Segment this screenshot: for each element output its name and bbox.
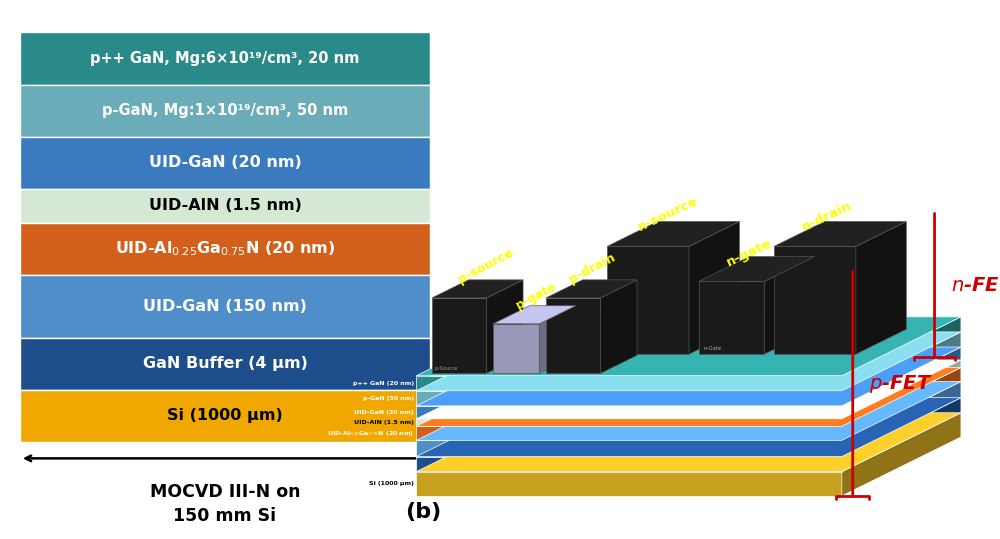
Text: n-gate: n-gate [724,237,774,269]
Polygon shape [774,246,856,354]
Text: UID-Al$_{0.25}$Ga$_{0.75}$N (20 nm): UID-Al$_{0.25}$Ga$_{0.75}$N (20 nm) [115,239,335,258]
Polygon shape [546,298,600,374]
Polygon shape [416,368,961,426]
Polygon shape [842,360,961,426]
Polygon shape [486,280,523,374]
Text: UID-GaN (150 nm): UID-GaN (150 nm) [143,299,307,314]
Text: $n$-FET: $n$-FET [951,275,1000,295]
Polygon shape [600,280,637,374]
Polygon shape [432,280,523,298]
Polygon shape [842,398,961,472]
Polygon shape [539,306,576,374]
Polygon shape [493,306,576,324]
Text: p-Source: p-Source [435,366,458,371]
Bar [20,223,430,275]
Polygon shape [416,398,961,457]
Polygon shape [856,222,906,354]
Bar [20,390,430,442]
Text: p-GaN, Mg:1×10¹⁹/cm³, 50 nm: p-GaN, Mg:1×10¹⁹/cm³, 50 nm [102,103,348,118]
Text: $p$-FET: $p$-FET [869,372,933,395]
Polygon shape [416,426,842,440]
Bar [20,137,430,189]
Text: p-drain: p-drain [567,251,618,286]
Text: (b): (b) [405,502,442,522]
Polygon shape [607,222,739,246]
Bar [20,275,430,337]
Text: UID-GaN (20 nm): UID-GaN (20 nm) [354,410,414,415]
Polygon shape [842,368,961,440]
Polygon shape [416,332,961,391]
Text: p++ GaN (20 nm): p++ GaN (20 nm) [353,381,414,386]
Polygon shape [416,391,842,406]
Text: UID-GaN (~50 nm): UID-GaN (~50 nm) [349,446,414,451]
Text: Si (1000 μm): Si (1000 μm) [167,409,283,424]
Text: n-source: n-source [636,195,700,234]
Polygon shape [493,324,539,374]
Polygon shape [842,413,961,496]
Text: p-source: p-source [456,246,515,286]
Polygon shape [416,413,961,472]
Polygon shape [432,298,486,374]
Text: UID-AlN (1.5 nm): UID-AlN (1.5 nm) [149,198,301,213]
Text: GaN Buffer (4 μm): GaN Buffer (4 μm) [349,461,414,467]
Polygon shape [416,360,961,419]
Polygon shape [416,406,842,419]
Bar [20,189,430,223]
Text: GaN Buffer (4 μm): GaN Buffer (4 μm) [143,356,307,371]
Polygon shape [416,472,842,496]
Text: UID-GaN (20 nm): UID-GaN (20 nm) [149,155,301,170]
Polygon shape [416,440,842,457]
Bar [20,32,430,85]
Polygon shape [689,222,739,354]
Polygon shape [416,419,842,426]
Polygon shape [842,317,961,391]
Polygon shape [842,332,961,406]
Text: UID-Al$_{0.25}$Ga$_{0.75}$N (20 nm): UID-Al$_{0.25}$Ga$_{0.75}$N (20 nm) [327,429,414,438]
Text: MOCVD III-N on
150 mm Si: MOCVD III-N on 150 mm Si [150,483,300,524]
Polygon shape [416,317,961,376]
Polygon shape [842,347,961,419]
Polygon shape [842,382,961,457]
Text: p++ GaN, Mg:6×10¹⁹/cm³, 20 nm: p++ GaN, Mg:6×10¹⁹/cm³, 20 nm [90,51,360,66]
Text: UID-AlN (1.5 nm): UID-AlN (1.5 nm) [354,420,414,425]
Text: p-gate: p-gate [514,280,558,312]
Polygon shape [774,222,906,246]
Polygon shape [607,246,689,354]
Bar [20,85,430,137]
Polygon shape [416,382,961,440]
Polygon shape [416,347,961,406]
Text: n-Gate: n-Gate [703,346,721,351]
Text: n-drain: n-drain [800,199,854,234]
Text: Si (1000 μm): Si (1000 μm) [369,481,414,486]
Polygon shape [416,457,842,472]
Polygon shape [546,280,637,298]
Polygon shape [699,257,815,281]
Polygon shape [699,281,764,354]
Text: p-GaN (50 nm): p-GaN (50 nm) [363,396,414,401]
Polygon shape [416,376,842,391]
Polygon shape [764,257,815,354]
Bar [20,337,430,390]
